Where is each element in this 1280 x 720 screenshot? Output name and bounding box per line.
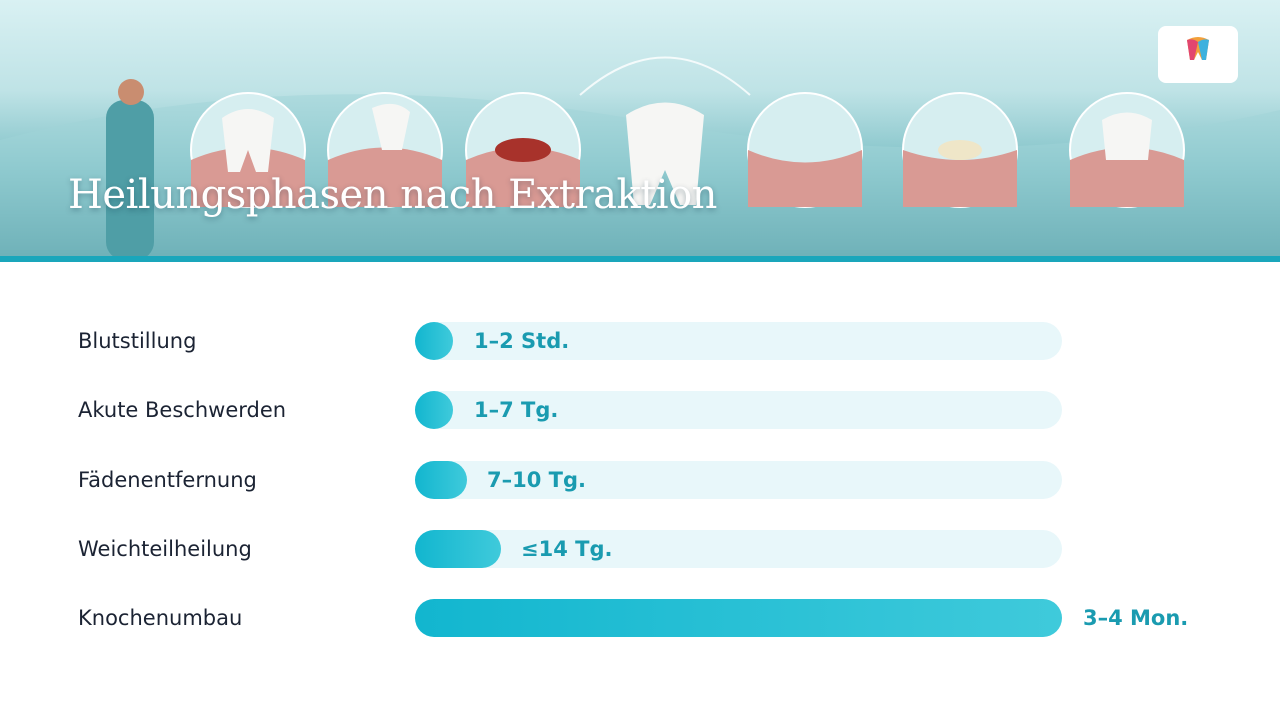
bar-fill (415, 322, 453, 360)
bar-track (415, 530, 1062, 568)
banner-divider (0, 256, 1280, 262)
phase-duration: 1–2 Std. (474, 329, 570, 353)
phase-label: Fädenentfernung (78, 468, 257, 492)
slide-title: Heilungsphasen nach Extraktion (68, 172, 717, 218)
phase-row: Blutstillung 1–2 Std. (0, 321, 1280, 361)
phase-row: Knochenumbau 3–4 Mon. (0, 598, 1280, 638)
header-banner (0, 0, 1280, 258)
bar-track (415, 391, 1062, 429)
bar-track (415, 322, 1062, 360)
phase-label: Knochenumbau (78, 606, 243, 630)
logo (1158, 26, 1238, 83)
phase-duration: 7–10 Tg. (487, 468, 586, 492)
phase-label: Blutstillung (78, 329, 197, 353)
banner-illustration (0, 56, 1280, 258)
phase-row: Fädenentfernung 7–10 Tg. (0, 460, 1280, 500)
phase-duration: 3–4 Mon. (1083, 606, 1189, 630)
phase-label: Weichteilheilung (78, 537, 252, 561)
phase-duration: 1–7 Tg. (474, 398, 559, 422)
phase-row: Weichteilheilung ≤14 Tg. (0, 529, 1280, 569)
logo-icon (1187, 37, 1209, 60)
bar-fill (415, 530, 501, 568)
bar-track (415, 461, 1062, 499)
bar-fill (415, 391, 453, 429)
phase-row: Akute Beschwerden 1–7 Tg. (0, 390, 1280, 430)
bar-fill (415, 599, 1062, 637)
bar-fill (415, 461, 467, 499)
phase-duration: ≤14 Tg. (521, 537, 613, 561)
phase-label: Akute Beschwerden (78, 398, 287, 422)
